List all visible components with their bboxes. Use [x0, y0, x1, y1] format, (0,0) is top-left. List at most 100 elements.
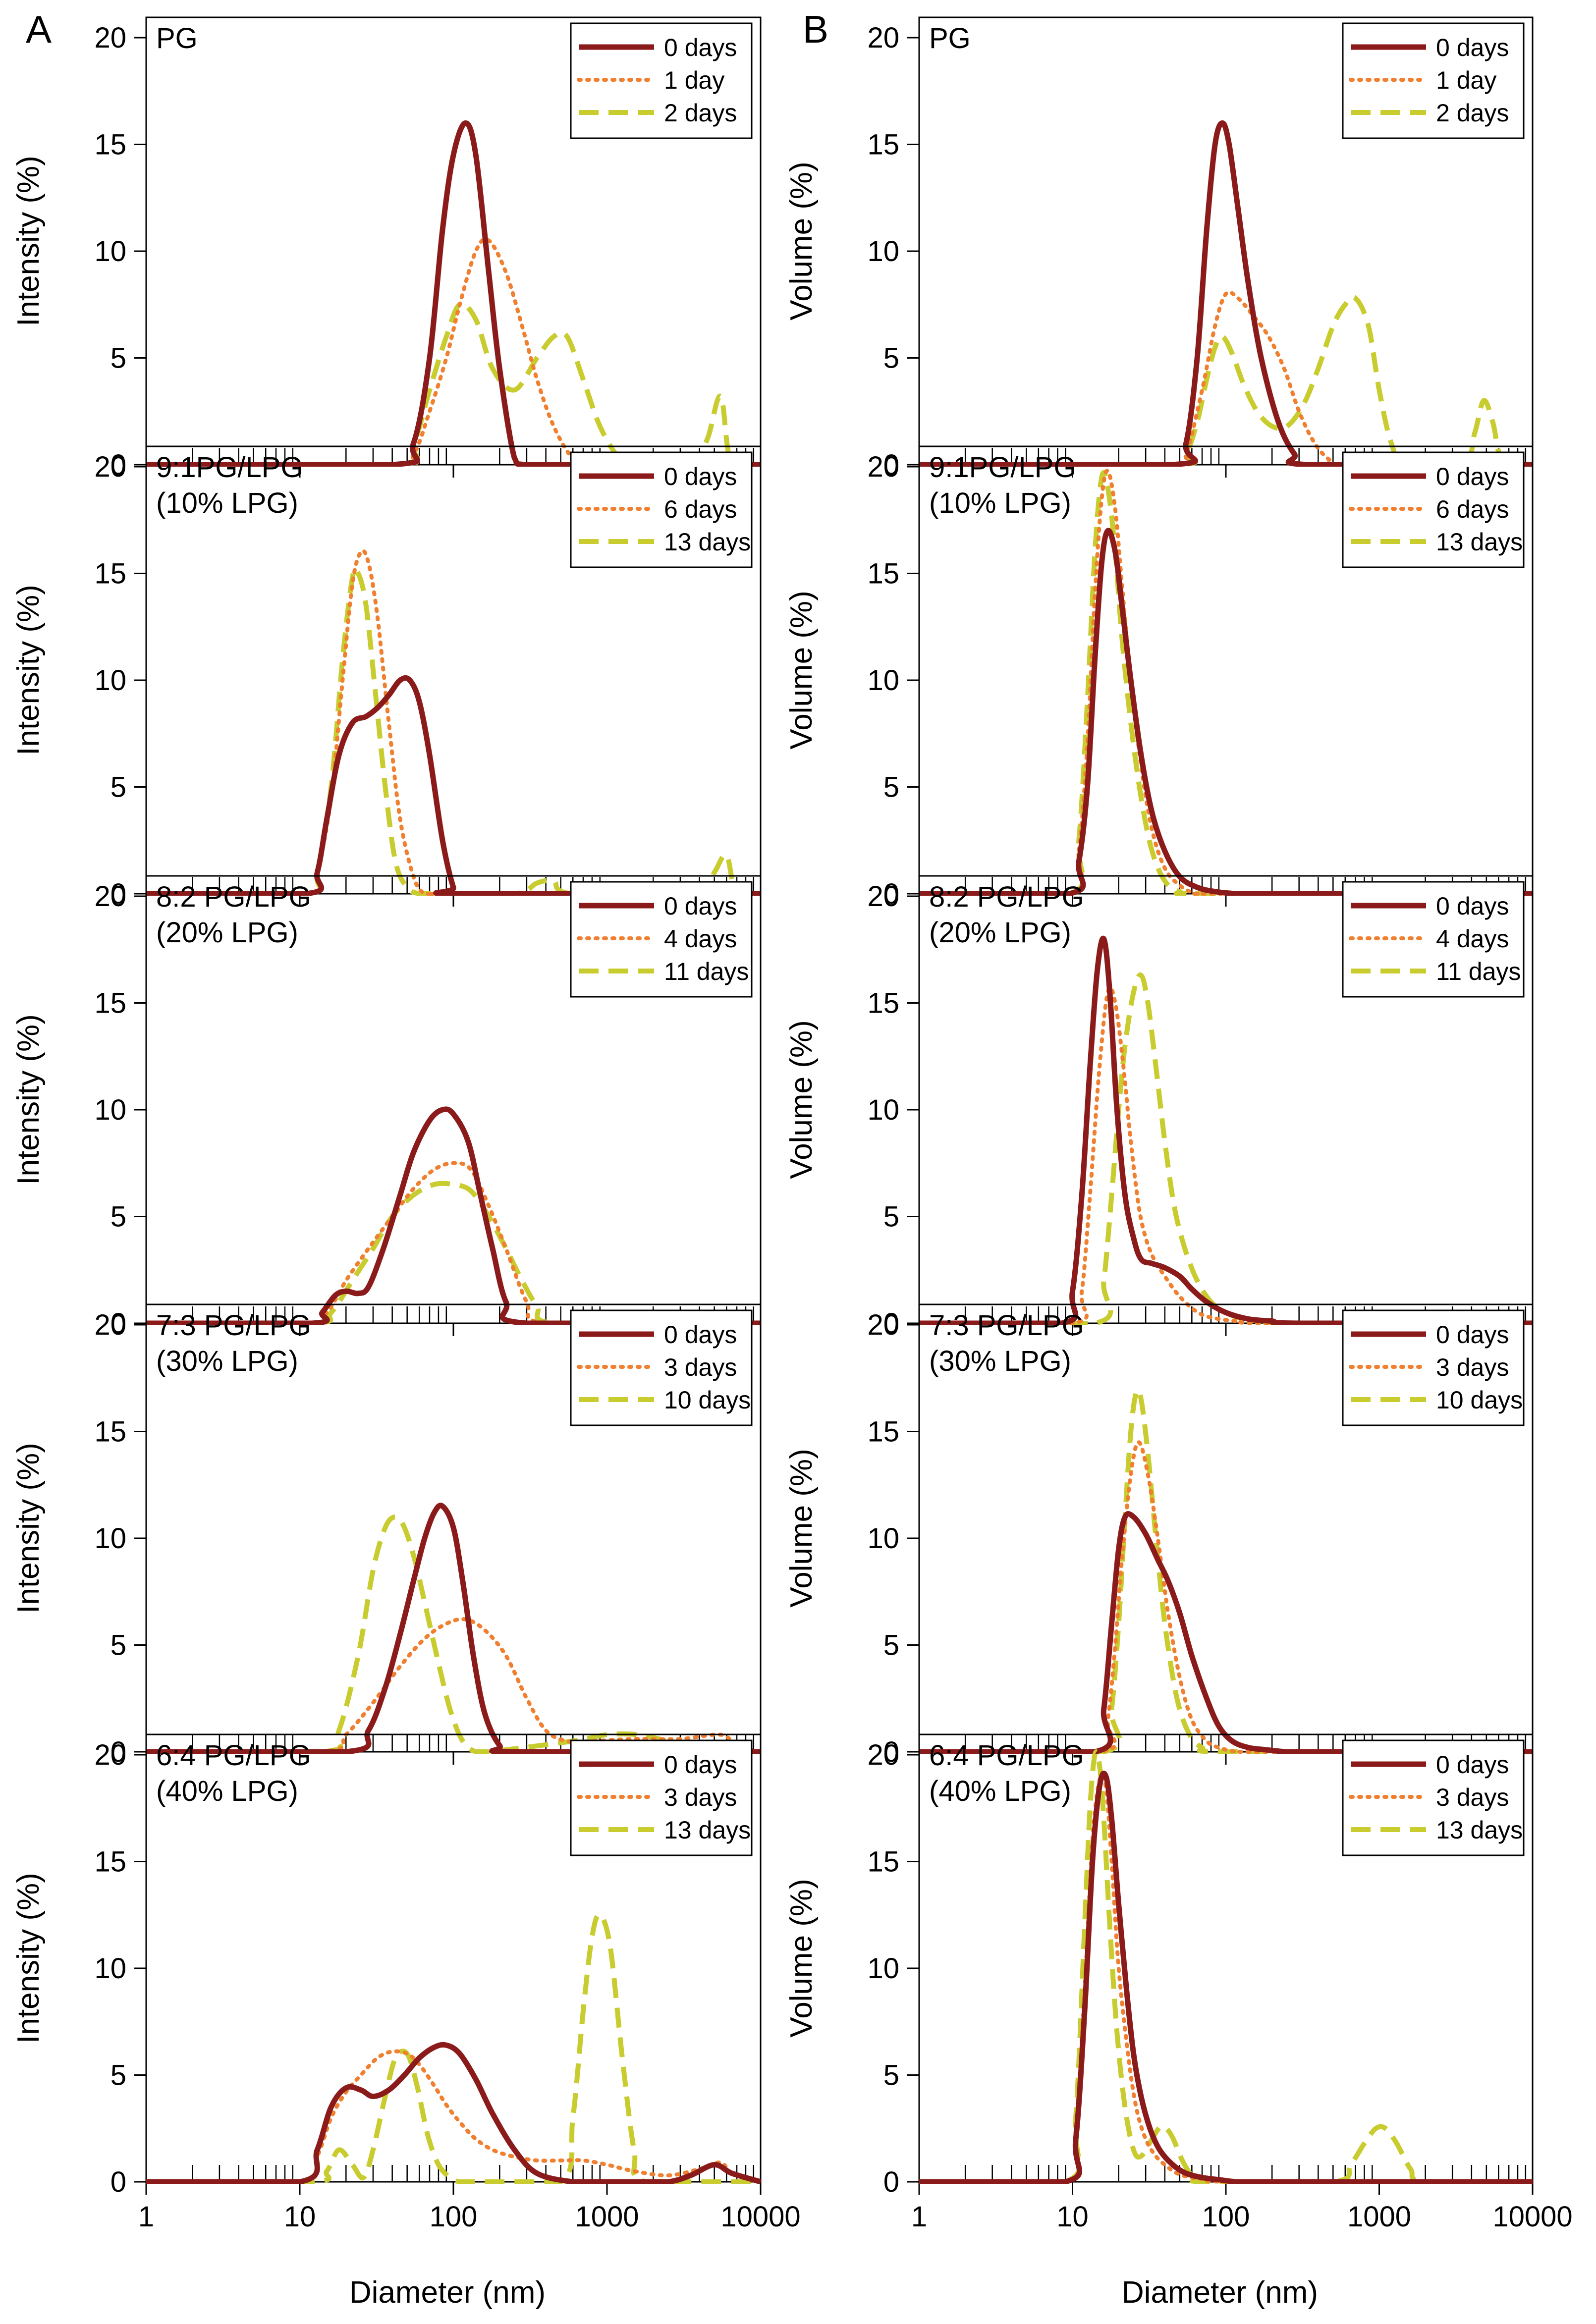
y-tick-label: 0: [883, 2166, 899, 2198]
y-axis-title: Volume (%): [784, 162, 819, 320]
legend-label: 2 days: [1436, 99, 1509, 127]
series-line-0-days: [919, 1771, 1533, 2184]
y-tick-label: 15: [94, 987, 126, 1020]
panel-label-b: B: [803, 7, 828, 51]
y-axis-title: Intensity (%): [11, 1014, 46, 1185]
y-tick-label: 15: [867, 987, 899, 1020]
y-tick-label: 15: [94, 129, 126, 161]
y-tick-label: 0: [110, 2166, 126, 2198]
x-tick-label: 100: [430, 2201, 478, 2233]
series-line-0-days: [919, 1511, 1533, 1754]
series-line-4-days: [919, 985, 1533, 1325]
panel-title: (10% LPG): [156, 487, 298, 519]
y-axis-title: Intensity (%): [11, 156, 46, 326]
y-axis-title: Volume (%): [784, 1449, 819, 1607]
x-tick-label: 10000: [720, 2201, 800, 2233]
panel-title: 6:4 PG/LPG: [156, 1739, 311, 1772]
legend-label: 4 days: [1436, 925, 1509, 953]
legend-label: 0 days: [1436, 1321, 1509, 1349]
y-tick-label: 0: [110, 1307, 126, 1340]
chart-a-4: 0 5 10 15 20 Intensity (%) 7:3 PG/LPG(30% LPG)…: [11, 1303, 762, 1768]
y-axis-title: Intensity (%): [11, 1873, 46, 2044]
legend-label: 10 days: [664, 1386, 751, 1414]
series-line-0-days: [919, 528, 1533, 896]
series-line-2-days: [919, 294, 1533, 467]
legend-label: 3 days: [664, 1784, 737, 1811]
chart-b-4: 0 5 10 15 20 Volume (%) 7:3 PG/LPG(30% LPG) 0 d…: [784, 1303, 1534, 1768]
x-axis-title-b: Diameter (nm): [1122, 2275, 1318, 2310]
y-tick-label: 20: [867, 22, 899, 54]
series-line-1-day: [919, 290, 1533, 467]
y-tick-label: 0: [110, 449, 126, 481]
chart-b-3: 0 5 10 15 20 Volume (%) 8:2 PG/LPG (20% LPG) 0 d…: [784, 875, 1534, 1340]
y-tick-label: 15: [867, 558, 899, 590]
series-line-3-days: [919, 1440, 1533, 1754]
y-tick-label: 15: [94, 1846, 126, 1878]
y-tick-label: 20: [867, 1309, 899, 1341]
y-tick-label: 5: [110, 342, 126, 375]
legend-label: 0 days: [664, 34, 737, 61]
legend-label: 0 days: [1436, 1751, 1509, 1779]
legend-box: [570, 451, 753, 568]
panel-title: 9:1PG/LPG: [929, 451, 1076, 484]
series-line-0-days: [146, 675, 761, 896]
series-line-0-days: [146, 1503, 761, 1754]
y-axis-title: Volume (%): [784, 1879, 819, 2037]
series-line-10-days: [919, 1387, 1533, 1754]
y-tick-label: 10: [867, 1094, 899, 1126]
panel-label-a: A: [26, 7, 52, 51]
x-tick-label: 1000: [1347, 2201, 1411, 2233]
legend-label: 13 days: [664, 528, 751, 556]
legend-label: 0 days: [1436, 892, 1509, 920]
panel-title: 8:2 PG/LPG: [929, 881, 1084, 913]
series-line-10-days: [146, 1514, 761, 1754]
legend-box: [1342, 881, 1525, 998]
legend-label: 4 days: [664, 925, 737, 953]
panel-title: 7:3 PG/LPG: [156, 1309, 311, 1342]
legend-label: 1 day: [1436, 66, 1496, 94]
legend: 0 days 3 days 10 days: [570, 1309, 753, 1426]
series-line-3-days: [146, 1617, 761, 1754]
series-line-4-days: [146, 1161, 761, 1325]
y-tick-label: 5: [883, 1629, 899, 1662]
y-axis-title: Intensity (%): [11, 1443, 46, 1614]
legend: 0 days 3 days 10 days: [1342, 1309, 1525, 1426]
legend-label: 2 days: [664, 99, 737, 127]
series-line-13-days: [146, 566, 761, 896]
series-line-11-days: [919, 972, 1533, 1325]
y-tick-label: 5: [110, 771, 126, 804]
y-tick-label: 5: [110, 1201, 126, 1233]
panel-title: PG: [156, 22, 198, 54]
panel-title: (20% LPG): [156, 917, 298, 949]
legend-label: 0 days: [664, 1751, 737, 1779]
y-tick-label: 5: [883, 1201, 899, 1233]
y-tick-label: 20: [94, 1739, 126, 1771]
y-tick-label: 20: [94, 1309, 126, 1341]
y-tick-label: 20: [94, 22, 126, 54]
y-tick-label: 10: [867, 1522, 899, 1555]
legend-label: 6 days: [1436, 495, 1509, 523]
y-tick-label: 20: [867, 451, 899, 483]
legend-box: [570, 1739, 753, 1856]
series-line-0-days: [146, 2042, 761, 2184]
series-line-6-days: [146, 548, 761, 896]
legend-box: [570, 1309, 753, 1426]
chart-a-3: 0 5 10 15 20 Intensity (%) 8:2 PG/LPG (20% LPG)…: [11, 875, 762, 1340]
legend: 0 days 4 days 11 days: [1342, 881, 1525, 998]
y-tick-label: 20: [867, 880, 899, 913]
y-tick-label: 20: [867, 1739, 899, 1771]
series-line-11-days: [146, 1181, 761, 1325]
y-tick-label: 20: [94, 880, 126, 913]
panel-title: (40% LPG): [156, 1775, 298, 1807]
y-axis-title: Intensity (%): [11, 585, 46, 756]
legend-label: 13 days: [1436, 528, 1523, 556]
y-tick-label: 15: [867, 1846, 899, 1878]
y-axis-title: Volume (%): [784, 1020, 819, 1179]
y-tick-label: 10: [94, 1952, 126, 1985]
legend-label: 0 days: [1436, 463, 1509, 490]
legend: 0 days 1 day 2 days: [570, 22, 753, 139]
panel-title: (20% LPG): [929, 917, 1071, 949]
legend-label: 6 days: [664, 495, 737, 523]
legend: 0 days 6 days 13 days: [570, 451, 753, 568]
